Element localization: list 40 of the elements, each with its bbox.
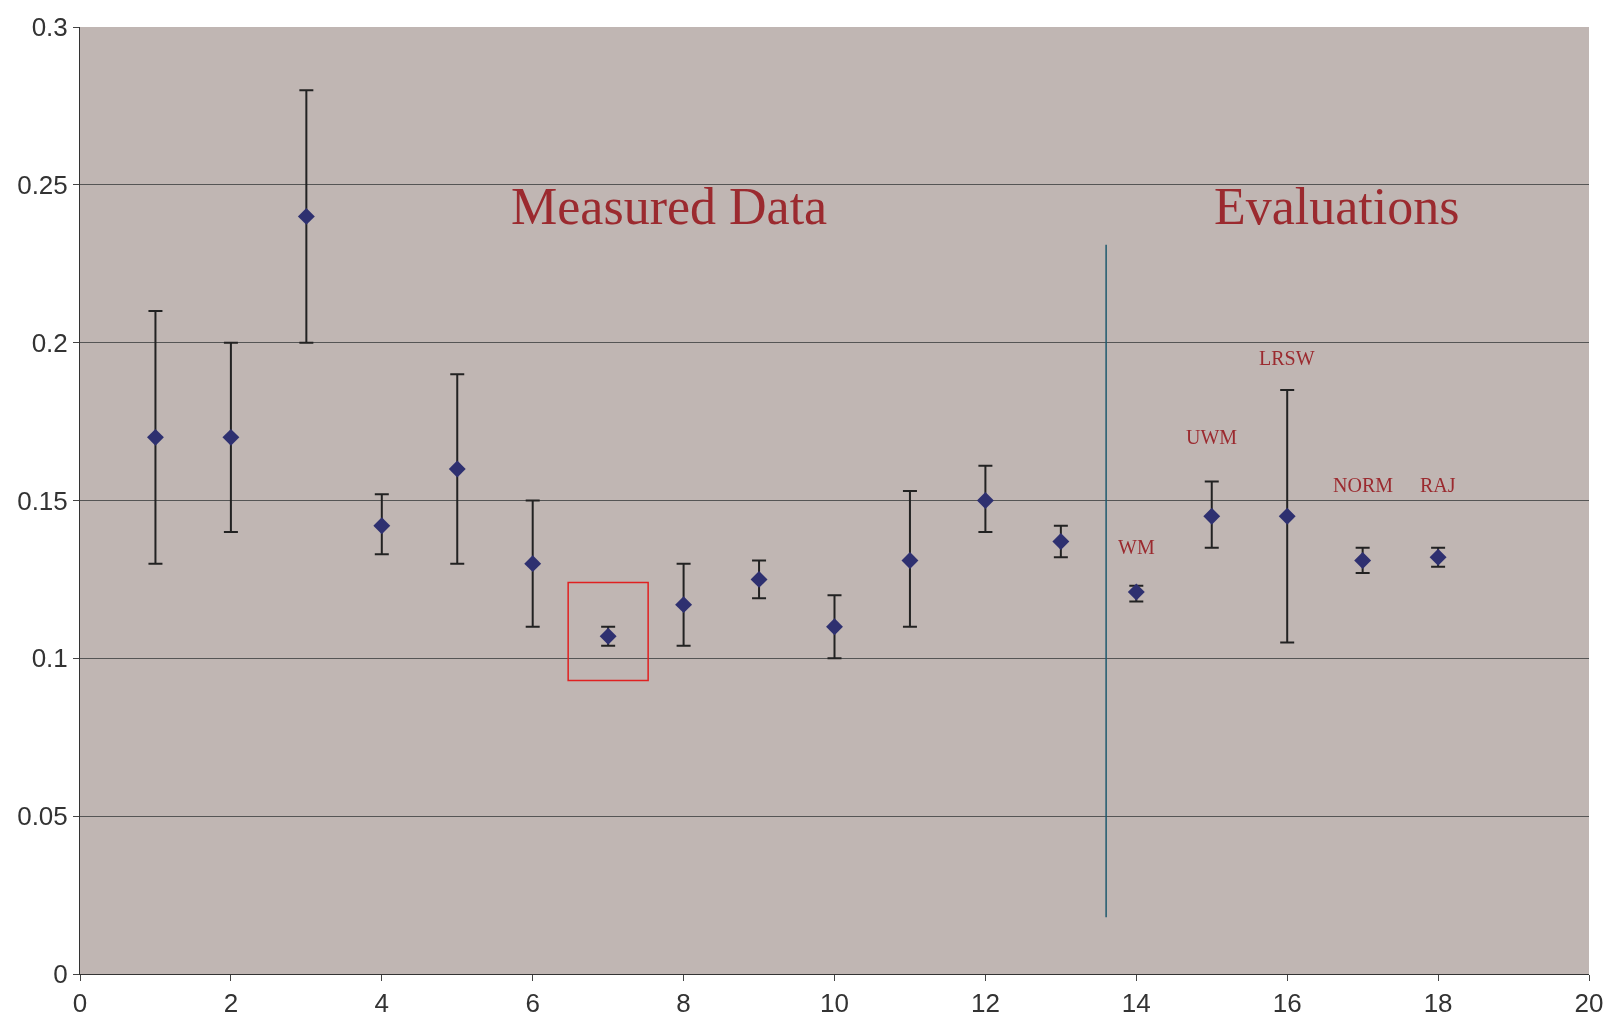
annotation: LRSW [1259,347,1315,369]
point [1203,507,1221,525]
point [297,207,315,225]
annotation: UWM [1186,426,1238,448]
point [901,552,919,569]
point [750,570,768,588]
y-tick-label: 0.15 [17,485,68,516]
point [222,428,240,446]
point [976,492,994,509]
point [1354,552,1372,569]
y-tick-label: 0.05 [17,801,68,832]
annotation: Evaluations [1214,178,1460,235]
annotation: RAJ [1420,474,1456,496]
point [147,428,164,446]
point [448,460,466,478]
annotation: NORM [1333,474,1394,496]
x-tick-label: 16 [1272,988,1302,1019]
x-tick-label: 2 [223,988,239,1019]
x-tick-label: 4 [374,988,390,1019]
y-tick-label: 0.1 [31,643,68,674]
point [373,517,391,535]
y-tick-label: 0 [53,959,68,990]
x-tick-label: 0 [72,988,88,1019]
y-tick-label: 0.2 [31,327,68,358]
annotation: WM [1118,536,1155,558]
annotation: Measured Data [511,178,828,235]
x-tick-label: 14 [1121,988,1151,1019]
x-tick-label: 20 [1574,988,1604,1019]
y-tick-label: 0.25 [17,169,68,200]
point [826,618,843,636]
point [524,555,542,573]
x-tick-label: 8 [676,988,691,1019]
point [1052,533,1070,550]
point [1278,507,1296,525]
y-tick-label: 0.3 [31,12,68,43]
x-tick-label: 6 [525,988,540,1019]
point [675,596,693,614]
x-tick-label: 12 [970,988,1000,1019]
x-tick-label: 10 [820,988,849,1019]
x-tick-label: 18 [1423,988,1453,1019]
